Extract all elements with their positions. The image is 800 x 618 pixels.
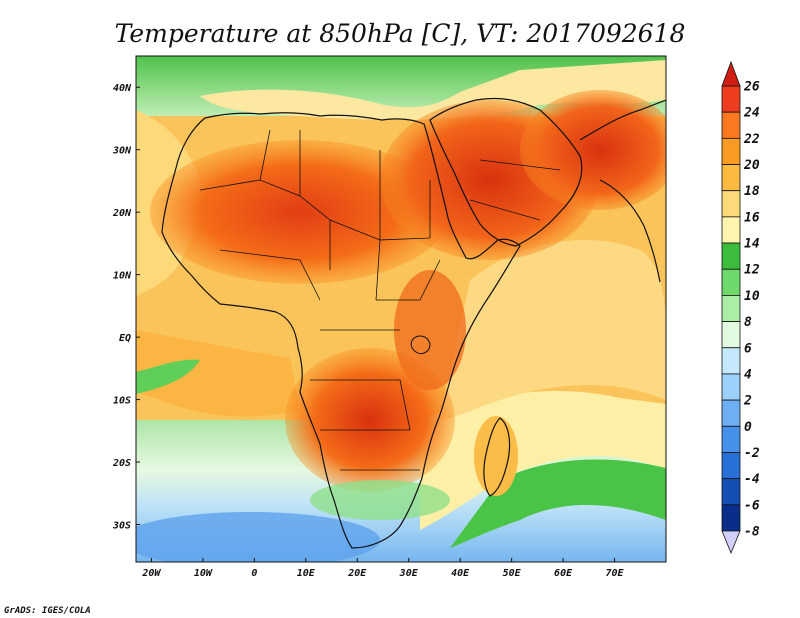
agulhas-green-field bbox=[310, 480, 450, 520]
colorbar-segment bbox=[721, 321, 741, 349]
colorbar-segment bbox=[721, 242, 741, 270]
lon-tick-label: 0 bbox=[251, 568, 257, 579]
colorbar-segment bbox=[721, 137, 741, 165]
lat-tick-label: 30N bbox=[112, 146, 132, 157]
lake-victoria-outline bbox=[410, 335, 431, 355]
mediterranean-field bbox=[200, 60, 666, 120]
colorbar-segment bbox=[721, 399, 741, 427]
colorbar-segment bbox=[721, 216, 741, 244]
lon-tick-label: 50E bbox=[503, 568, 522, 579]
lon-tick-label: 10W bbox=[194, 568, 213, 579]
colorbar-segment bbox=[721, 85, 741, 113]
southeast-warm-field bbox=[420, 390, 666, 530]
colorbar-segment bbox=[721, 164, 741, 192]
colorbar-segment bbox=[721, 504, 741, 532]
colorbar-label: -2 bbox=[744, 446, 760, 461]
lon-tick-label: 70E bbox=[606, 568, 625, 579]
colorbar-label: 20 bbox=[743, 158, 760, 173]
lon-tick-label: 30E bbox=[399, 568, 419, 579]
colorbar-segment bbox=[721, 452, 741, 480]
colorbar-arrow-up-icon bbox=[721, 60, 741, 87]
lon-tick-label: 60E bbox=[554, 568, 573, 579]
tropical-atlantic-green-field bbox=[136, 359, 200, 394]
colorbar-label: -8 bbox=[744, 525, 760, 540]
lat-tick-label: EQ bbox=[119, 333, 131, 344]
page-title: Temperature at 850hPa [C], VT: 201709261… bbox=[115, 19, 686, 48]
colorbar-label: 26 bbox=[743, 80, 760, 95]
lon-tick-label: 20W bbox=[141, 568, 161, 579]
colorbar-label: 22 bbox=[743, 132, 760, 147]
colorbar-segment bbox=[721, 373, 741, 401]
colorbar-label: 0 bbox=[744, 420, 752, 435]
colorbar-label: 24 bbox=[743, 106, 760, 121]
madagascar-warm-field bbox=[474, 416, 518, 496]
longitude-tick-labels: 20W 10W 0 10E 20E 30E 40E 50E 60E 70E bbox=[141, 558, 625, 579]
map-border-icon bbox=[135, 55, 667, 563]
colorbar-label: 16 bbox=[744, 210, 760, 225]
colorbar-label: 4 bbox=[744, 367, 752, 382]
colorbar-label: 6 bbox=[744, 341, 752, 356]
lat-tick-label: 20S bbox=[112, 458, 131, 469]
colorbar-segment bbox=[721, 425, 741, 453]
country-borders bbox=[199, 129, 561, 471]
colorbar-label: -4 bbox=[744, 472, 760, 487]
antarctic-blue-field bbox=[136, 512, 380, 562]
colorbar-segment bbox=[721, 190, 741, 218]
colorbar-label: 10 bbox=[744, 289, 760, 304]
africa-outline bbox=[161, 112, 521, 549]
lat-tick-label: 10N bbox=[113, 271, 132, 282]
lat-tick-label: 10S bbox=[113, 396, 131, 407]
east-africa-heat-field bbox=[394, 270, 466, 390]
latitude-tick-labels: 40N 30N 20N 10N EQ 10S 20S 30S bbox=[112, 83, 140, 532]
colorbar-label: 18 bbox=[744, 184, 760, 199]
southern-africa-heat-field bbox=[285, 348, 455, 492]
colorbar-segment bbox=[721, 268, 741, 296]
lat-tick-label: 40N bbox=[113, 83, 132, 94]
sahara-heat-field bbox=[150, 140, 450, 284]
colorbar-segment bbox=[721, 478, 741, 506]
lat-tick-label: 20N bbox=[112, 208, 132, 219]
footer-credit: GrADS: IGES/COLA bbox=[4, 606, 91, 616]
lat-tick-label: 30S bbox=[112, 521, 131, 532]
colorbar-label: 14 bbox=[744, 237, 760, 252]
colorbar-segment bbox=[721, 111, 741, 139]
colorbar-label: 2 bbox=[743, 394, 752, 409]
arabia-outline bbox=[429, 97, 583, 247]
colorbar-label: 8 bbox=[744, 315, 752, 330]
colorbar-arrow-down-icon bbox=[721, 530, 741, 555]
map-panel bbox=[136, 56, 666, 562]
south-asia-outline bbox=[579, 99, 666, 283]
lon-tick-label: 20E bbox=[347, 568, 367, 579]
lon-tick-label: 10E bbox=[297, 568, 316, 579]
colorbar-label: 12 bbox=[744, 263, 760, 278]
colorbar-segment bbox=[721, 347, 741, 375]
lon-tick-label: 40E bbox=[451, 568, 470, 579]
colorbar-segment bbox=[721, 295, 741, 322]
madagascar-outline bbox=[483, 417, 511, 497]
iran-heat-field bbox=[520, 90, 666, 210]
tropical-atlantic-field bbox=[136, 330, 300, 417]
colorbar-label: -6 bbox=[744, 498, 760, 513]
